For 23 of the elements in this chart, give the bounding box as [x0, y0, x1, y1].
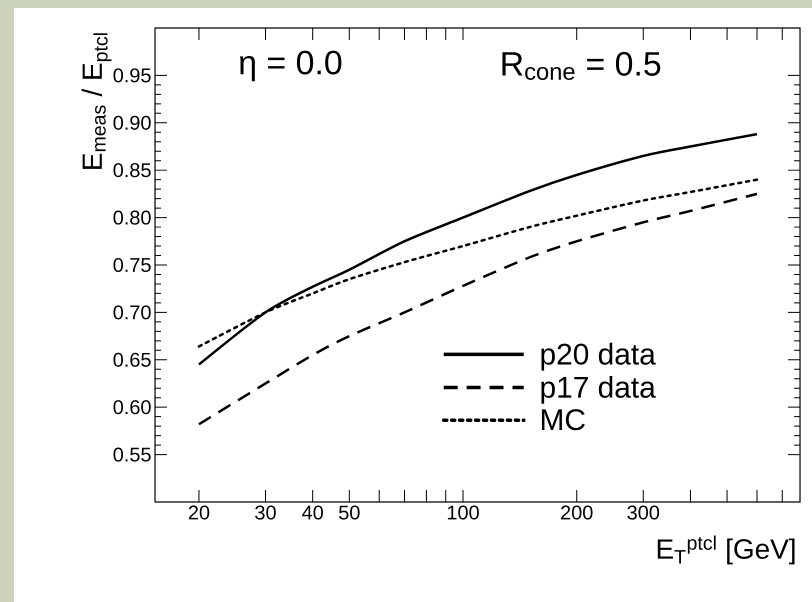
x-tick-label: 40	[302, 506, 323, 520]
y-tick-label: 0.80	[113, 210, 151, 225]
y-axis-title: E$_{meas}$ / E$_{ptcl}$	[82, 33, 112, 169]
legend-label: MC	[542, 409, 585, 430]
annotation: R$_{cone}$ = 0.5	[502, 52, 660, 80]
y-tick-label: 0.55	[113, 448, 151, 462]
y-tick-label: 0.70	[113, 305, 151, 320]
legend-label: p17 data	[541, 376, 656, 404]
y-tick-label: 0.85	[113, 163, 151, 178]
x-tick-label: 300	[627, 506, 660, 520]
y-tick-label: 0.75	[113, 258, 151, 272]
y-tick-label: 0.90	[113, 116, 151, 130]
legend-label: p20 data	[541, 342, 656, 371]
x-tick-label: 200	[561, 506, 593, 520]
x-axis-title: E$_{T}$$^{ptcl}$ [GeV]	[658, 536, 795, 564]
x-tick-label: 50	[339, 506, 360, 520]
y-tick-label: 0.60	[113, 400, 151, 414]
y-tick-label: 0.65	[113, 352, 151, 367]
x-tick-label: 100	[448, 506, 479, 520]
y-tick-label: 0.95	[113, 68, 151, 82]
annotation: η = 0.0	[240, 50, 342, 82]
x-tick-label: 20	[188, 506, 210, 520]
x-tick-label: 30	[255, 506, 276, 520]
